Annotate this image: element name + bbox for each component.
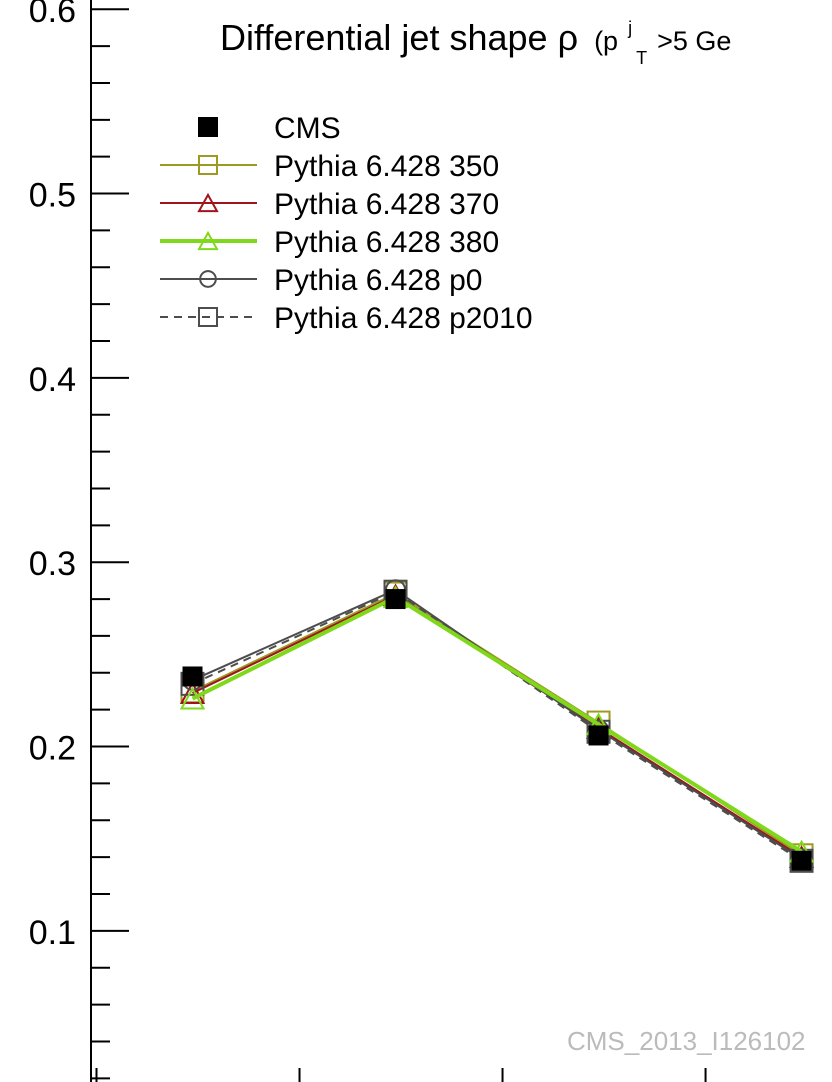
chart-title: Differential jet shape ρ (p j T >5 Ge [220, 1, 731, 72]
legend-entry: Pythia 6.428 p2010 [160, 302, 533, 335]
series-0 [182, 589, 812, 871]
data-point [791, 850, 812, 871]
y-axis-ticks [91, 8, 129, 1080]
legend-entry: CMS [198, 112, 341, 145]
legend-entry: Pythia 6.428 350 [160, 150, 499, 183]
legend-marker [198, 307, 218, 327]
legend-entry: Pythia 6.428 380 [160, 226, 499, 259]
legend-label: CMS [274, 112, 341, 145]
y-tick-label: 0.5 [29, 177, 76, 215]
legend-label: Pythia 6.428 350 [274, 150, 499, 183]
data-point [179, 681, 206, 704]
y-tick-label: 0.6 [29, 0, 76, 30]
legend-label: Pythia 6.428 p2010 [274, 302, 533, 335]
chart-title-cut-sub: T [636, 48, 647, 68]
legend-marker [197, 192, 219, 213]
legend-label: Pythia 6.428 370 [274, 188, 499, 221]
legend-entry: Pythia 6.428 p0 [160, 264, 483, 297]
y-tick-label: 0.4 [29, 361, 76, 399]
legend-marker [199, 270, 217, 288]
legend-marker [197, 230, 219, 251]
series-layer [179, 579, 815, 873]
data-point [179, 686, 206, 710]
series-line [192, 590, 803, 862]
data-point [182, 666, 203, 687]
chart-title-text: Differential jet shape [220, 17, 548, 58]
legend-label: Pythia 6.428 380 [274, 226, 499, 259]
data-point [588, 725, 609, 746]
chart-title-cut-prefix: (p [594, 26, 618, 56]
legend-marker [198, 117, 218, 137]
legend: CMS Pythia 6.428 350 Pythia 6.428 370 Pythi… [160, 112, 533, 335]
legend-label: Pythia 6.428 p0 [274, 264, 483, 297]
data-point [385, 589, 406, 610]
chart-title-cut-rest: >5 Ge [657, 26, 731, 56]
x-axis-ticks [95, 1068, 707, 1082]
y-tick-label: 0.1 [29, 914, 76, 952]
legend-marker [198, 155, 218, 175]
y-tick-label: 0.2 [29, 730, 76, 768]
y-tick-label: 0.3 [29, 545, 76, 583]
watermark-label: CMS_2013_I126102 [567, 1026, 806, 1056]
chart-title-cut-sup: j [627, 18, 632, 38]
series-line [191, 594, 803, 854]
chart-title-symbol: ρ [558, 17, 578, 58]
legend-entry: Pythia 6.428 370 [160, 188, 499, 221]
y-axis-tick-labels: 0.1 0.2 0.3 0.4 0.5 0.6 [29, 0, 76, 952]
